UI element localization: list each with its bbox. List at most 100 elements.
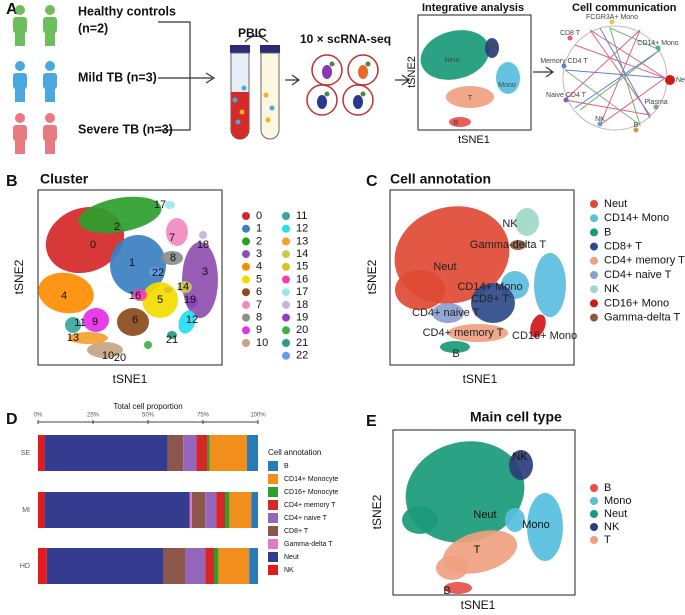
tube-cap (260, 45, 280, 53)
person-head (15, 5, 25, 15)
label: Cluster (40, 171, 89, 187)
label: SE (21, 450, 31, 457)
legend-swatch (242, 262, 250, 271)
label: 2 (256, 235, 262, 247)
arrow (533, 66, 555, 78)
cell-cluster (83, 308, 109, 332)
cell-cluster (166, 218, 188, 246)
label: Main cell type (470, 409, 562, 425)
legend-swatch (242, 212, 250, 220)
label: Cell communication (572, 2, 677, 14)
label: NK (502, 218, 518, 230)
label: 9 (256, 324, 262, 336)
label: 22 (296, 350, 308, 362)
cell-cluster (186, 296, 198, 308)
label: Naive CD4 T (546, 92, 587, 99)
label: 7 (169, 232, 175, 244)
legend-swatch (282, 250, 290, 259)
comm-net (562, 25, 668, 131)
bar-segment (185, 548, 206, 584)
label: 11 (74, 317, 85, 329)
bar-segment (46, 548, 164, 584)
legend-swatch (242, 313, 250, 322)
cell-cluster (38, 272, 94, 314)
bar-segment (209, 435, 247, 471)
cell-cluster (167, 331, 177, 339)
person-body (13, 17, 27, 33)
bead (365, 61, 371, 67)
person-body (13, 125, 27, 141)
bar-segment (205, 492, 217, 528)
legend-swatch (242, 275, 250, 284)
label: 17 (296, 286, 308, 298)
cell-cluster (149, 267, 161, 277)
cell (353, 95, 363, 109)
cell-cluster (165, 201, 175, 209)
person-legs (45, 88, 55, 102)
cell-dot (241, 85, 247, 91)
cell (358, 65, 368, 79)
label: B (443, 585, 450, 597)
comm-node (609, 19, 615, 25)
legend-swatch (268, 539, 278, 549)
legend-swatch (268, 487, 278, 497)
bar-segment (229, 492, 252, 528)
cell-cluster (446, 86, 494, 108)
person-legs (15, 140, 25, 154)
label: Plasma (644, 99, 667, 106)
label: CD8+ T (284, 528, 309, 535)
label: CD4+ memory T (284, 502, 336, 509)
label: Gamma-delta T (470, 239, 546, 251)
cell-cluster (510, 240, 526, 250)
bar-segment (38, 492, 45, 528)
cell-cluster (444, 582, 472, 594)
legend-swatch (282, 262, 290, 271)
label: 1 (256, 223, 262, 235)
cell-cluster (496, 62, 520, 94)
person-legs (15, 32, 25, 46)
label: CD16+ Monocyte (284, 489, 338, 496)
label: D (6, 411, 18, 428)
label: 13 (296, 235, 308, 247)
label: HD (20, 563, 30, 570)
legend-swatch (268, 500, 278, 510)
label: 20 (296, 324, 308, 336)
legend-swatch (242, 224, 250, 233)
label: 6 (256, 286, 262, 298)
transfer-arrow (244, 35, 269, 43)
legend-swatch (268, 552, 278, 562)
axis-label: tSNE2 (406, 56, 418, 88)
label: NK (488, 43, 498, 50)
label: 4 (256, 261, 262, 273)
label: T (468, 95, 473, 102)
label: 15 (296, 261, 308, 273)
label: 16 (296, 273, 308, 285)
label: 2 (114, 221, 120, 233)
label: NK (604, 283, 620, 295)
cell (322, 65, 332, 79)
cell-dot (269, 105, 275, 111)
label: 19 (184, 294, 196, 306)
legend-swatch (282, 339, 290, 347)
tube (260, 52, 280, 140)
label: Mono (604, 495, 632, 507)
label: 8 (170, 252, 176, 264)
cell-dot (265, 117, 271, 123)
bar-segment (192, 492, 206, 528)
cell-cluster (178, 281, 192, 293)
label: 3 (202, 266, 208, 278)
legend-swatch (282, 313, 290, 322)
comm-node (563, 97, 569, 103)
label: CD14+ Mono (604, 212, 669, 224)
label: Cell annotation (390, 171, 491, 187)
person-body (13, 73, 27, 89)
label: T (474, 544, 481, 556)
label: CD4+ memory T (604, 255, 685, 267)
plot-box (37, 189, 223, 366)
axis-label: tSNE2 (370, 494, 384, 529)
x-tick-label: 0% (34, 413, 43, 419)
legend-swatch (590, 256, 598, 265)
arrow (285, 74, 301, 86)
person-head (45, 61, 55, 71)
cell-cluster (161, 251, 183, 265)
